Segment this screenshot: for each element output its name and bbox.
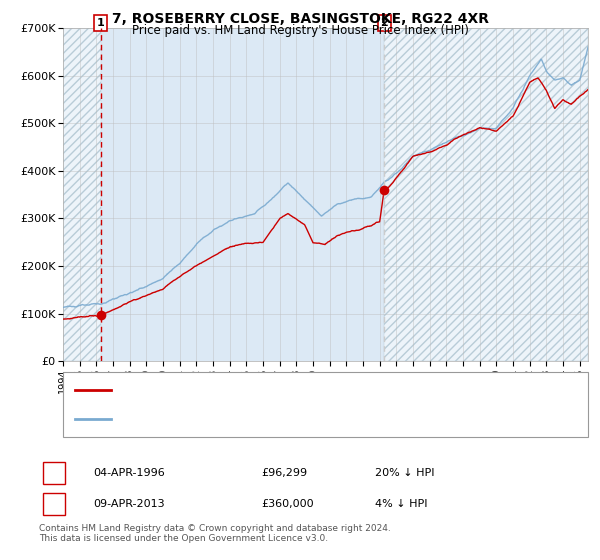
Text: HPI: Average price, detached house, Basingstoke and Deane: HPI: Average price, detached house, Basi… <box>120 414 436 424</box>
Text: 2: 2 <box>380 18 388 28</box>
Text: 7, ROSEBERRY CLOSE, BASINGSTOKE, RG22 4XR: 7, ROSEBERRY CLOSE, BASINGSTOKE, RG22 4X… <box>112 12 488 26</box>
Text: £360,000: £360,000 <box>261 499 314 509</box>
Text: 2: 2 <box>50 499 58 509</box>
Text: 1: 1 <box>50 468 58 478</box>
Text: 1: 1 <box>97 18 104 28</box>
Text: Price paid vs. HM Land Registry's House Price Index (HPI): Price paid vs. HM Land Registry's House … <box>131 24 469 36</box>
Text: 09-APR-2013: 09-APR-2013 <box>93 499 164 509</box>
Text: £96,299: £96,299 <box>261 468 307 478</box>
Text: 7, ROSEBERRY CLOSE, BASINGSTOKE, RG22 4XR (detached house): 7, ROSEBERRY CLOSE, BASINGSTOKE, RG22 4X… <box>120 385 467 395</box>
Text: Contains HM Land Registry data © Crown copyright and database right 2024.
This d: Contains HM Land Registry data © Crown c… <box>39 524 391 543</box>
Text: 20% ↓ HPI: 20% ↓ HPI <box>375 468 434 478</box>
Text: 04-APR-1996: 04-APR-1996 <box>93 468 165 478</box>
Text: 4% ↓ HPI: 4% ↓ HPI <box>375 499 427 509</box>
